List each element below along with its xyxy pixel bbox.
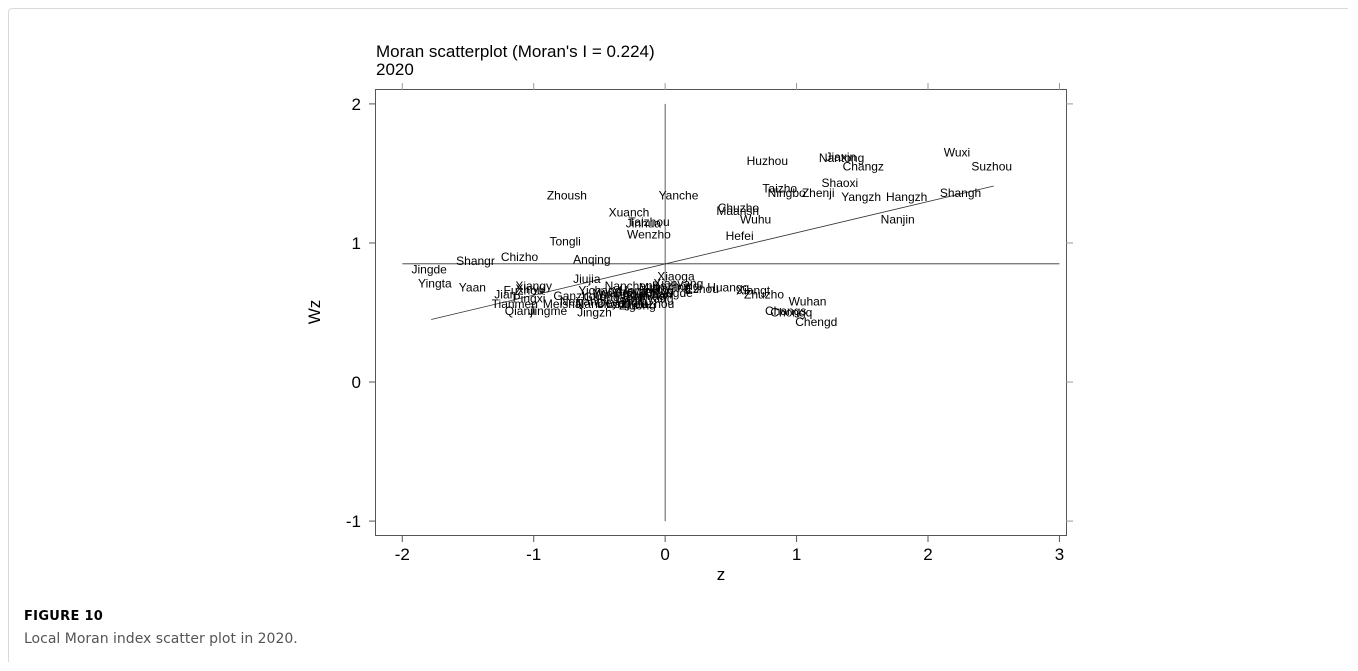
point-label-huzhou: Huzhou bbox=[747, 154, 788, 168]
point-label-deyang: Deyang bbox=[597, 296, 638, 310]
point-label-xinyu: Xinyu bbox=[515, 282, 545, 296]
point-label-jinhua: Jinhua bbox=[626, 217, 662, 231]
point-label-nanchang: Nanchang bbox=[605, 279, 660, 293]
point-label-changz: Changz bbox=[843, 159, 884, 173]
point-label-ezhou: Ezhou bbox=[685, 282, 719, 296]
point-label-ningbo: Ningbo bbox=[768, 186, 806, 200]
point-label-fuzhou: Fuzhou bbox=[503, 283, 543, 297]
fit-line bbox=[431, 185, 994, 320]
point-label-ganzhou: Ganzhou bbox=[553, 289, 602, 303]
point-label-hangzh: Hangzh bbox=[886, 190, 927, 204]
point-label-shangr: Shangr bbox=[456, 254, 495, 268]
point-label-zhuzho: Zhuzho bbox=[744, 287, 784, 301]
point-label-bazhong: Bazhong bbox=[652, 279, 699, 293]
point-label-jiujia: Jiujia bbox=[573, 272, 601, 286]
point-label-chongq: Chongq bbox=[770, 306, 812, 320]
point-label-loudi: Loudi bbox=[615, 292, 644, 306]
point-label-jian: Jian bbox=[494, 287, 516, 301]
y-tick-label: -1 bbox=[346, 512, 361, 531]
point-label-wenzho: Wenzho bbox=[627, 228, 671, 242]
point-label-zigong: Zigong bbox=[619, 299, 656, 313]
point-label-meisha: Meisha bbox=[543, 297, 582, 311]
x-tick-label: 0 bbox=[660, 545, 669, 564]
y-axis-label: Wz bbox=[305, 300, 324, 325]
x-tick-label: -2 bbox=[395, 545, 410, 564]
figure-caption: Local Moran index scatter plot in 2020. bbox=[24, 631, 298, 647]
point-label-tianmen: Tianmen bbox=[492, 297, 538, 311]
point-label-nanchong: Nanchong bbox=[576, 297, 631, 311]
figure-frame bbox=[8, 8, 1348, 662]
point-label-luzhou: Luzhou bbox=[635, 297, 674, 311]
chart-subtitle: 2020 bbox=[376, 60, 414, 79]
point-label-guangan: Guangan bbox=[584, 290, 633, 304]
point-label-yibin: Yibin bbox=[620, 294, 646, 308]
point-label-neijiang: Neijiang bbox=[560, 294, 603, 308]
x-tick-label: 1 bbox=[792, 545, 801, 564]
plot-frame bbox=[375, 89, 1067, 536]
point-label-yangzh: Yangzh bbox=[841, 190, 881, 204]
point-label-ziyang: Ziyang bbox=[638, 292, 674, 306]
point-label-xiaoga: Xiaoga bbox=[657, 269, 695, 283]
point-label-jingme: Jingme bbox=[528, 304, 567, 318]
x-axis-label: z bbox=[717, 565, 726, 584]
point-label-taizho: Taizho bbox=[762, 182, 797, 196]
point-label-shangh: Shangh bbox=[940, 186, 981, 200]
x-tick-label: -1 bbox=[526, 545, 541, 564]
point-label-suining: Suining bbox=[626, 289, 666, 303]
point-label-huangg: Huangg bbox=[707, 280, 749, 294]
figure-label: FIGURE 10 bbox=[24, 609, 104, 624]
point-label-yueyang: Yueyang bbox=[613, 285, 660, 299]
point-label-nanjin: Nanjin bbox=[881, 212, 915, 226]
point-label-yichang: Yichang bbox=[578, 283, 621, 297]
y-tick-label: 0 bbox=[352, 373, 361, 392]
point-label-xiangt: Xiangt bbox=[736, 283, 771, 297]
point-label-changde: Changde bbox=[644, 286, 693, 300]
point-label-jingzh: Jingzh bbox=[577, 306, 612, 320]
point-label-suzhou: Suzhou bbox=[971, 159, 1012, 173]
point-label-anqing: Anqing bbox=[573, 253, 610, 267]
point-label-maansh: Maansh bbox=[716, 204, 759, 218]
point-label-yiyang: Yiyang bbox=[593, 286, 629, 300]
point-label-hengyang: Hengyang bbox=[619, 283, 674, 297]
point-label-zhoush: Zhoush bbox=[547, 189, 587, 203]
point-label-yingta: Yingta bbox=[418, 276, 452, 290]
point-label-wuxi: Wuxi bbox=[944, 146, 970, 160]
point-label-changs: Changs bbox=[765, 304, 806, 318]
y-tick-label: 1 bbox=[352, 234, 361, 253]
point-label-xiangy: Xiangy bbox=[515, 279, 552, 293]
point-label-wuhu: Wuhu bbox=[740, 212, 771, 226]
point-label-yanche: Yanche bbox=[659, 189, 699, 203]
point-label-dazhou: Dazhou bbox=[606, 297, 647, 311]
moran-scatterplot: Moran scatterplot (Moran's I = 0.224) 20… bbox=[305, 42, 1073, 584]
y-tick-label: 2 bbox=[352, 95, 361, 114]
point-label-taizhou: Taizhou bbox=[628, 215, 669, 229]
point-label-leshan: Leshan bbox=[632, 287, 671, 301]
x-tick-label: 2 bbox=[923, 545, 932, 564]
point-label-wanzhou: Wanzhou bbox=[593, 287, 643, 301]
point-label-zhenji: Zhenji bbox=[802, 186, 835, 200]
point-label-chengd: Chengd bbox=[795, 315, 837, 329]
point-label-tongli: Tongli bbox=[549, 235, 580, 249]
point-label-chuzho: Chuzho bbox=[718, 201, 760, 215]
point-label-qianji: Qianji bbox=[505, 304, 536, 318]
point-label-wuhan: Wuhan bbox=[789, 294, 827, 308]
point-label-jiaxin: Jiaxin bbox=[825, 150, 856, 164]
point-label-xianyang: Xianyang bbox=[653, 276, 703, 290]
point-label-pingxi: Pingxi bbox=[513, 292, 546, 306]
point-label-chizho: Chizho bbox=[501, 250, 539, 264]
point-label-yaan: Yaan bbox=[459, 280, 486, 294]
point-label-nantong: Nantong bbox=[819, 151, 864, 165]
point-label-mianyang: Mianyang bbox=[639, 280, 691, 294]
x-tick-label: 3 bbox=[1055, 545, 1064, 564]
chart-title: Moran scatterplot (Moran's I = 0.224) bbox=[376, 42, 655, 61]
point-label-xuanch: Xuanch bbox=[609, 205, 650, 219]
point-label-hefei: Hefei bbox=[726, 229, 754, 243]
point-label-jingde: Jingde bbox=[411, 262, 447, 276]
point-label-shaoxi: Shaoxi bbox=[822, 176, 859, 190]
